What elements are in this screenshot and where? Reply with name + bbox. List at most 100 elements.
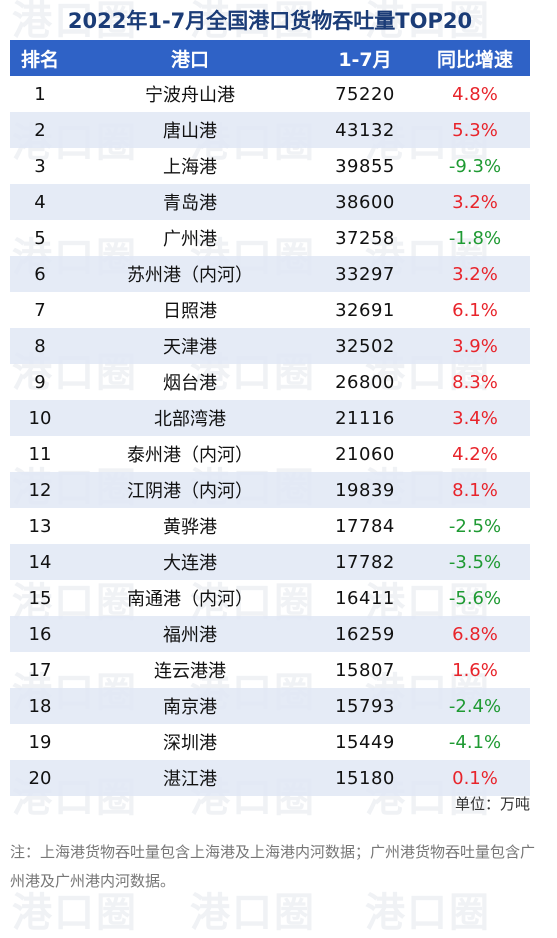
rank-cell: 16 (10, 616, 70, 652)
table-body: 1 宁波舟山港 75220 4.8% 2 唐山港 43132 5.3% 3 上海港 39855 -9.… (10, 76, 530, 796)
growth-cell: 8.3% (452, 371, 498, 393)
rank-cell: 5 (34, 227, 46, 249)
table-row: 18 南京港 15793 -2.4% (10, 688, 530, 724)
table-row: 6 苏州港（内河） 33297 3.2% (10, 256, 530, 292)
growth-cell: -5.6% (448, 587, 502, 609)
growth-cell: 6.1% (452, 299, 498, 321)
rank-cell: 1 (34, 83, 46, 105)
port-cell: 江阴港（内河） (70, 472, 310, 508)
table-row: 4 青岛港 38600 3.2% (10, 184, 530, 220)
throughput-cell: 15807 (335, 659, 395, 681)
rank-cell: 8 (10, 328, 70, 364)
throughput-cell: 21060 (335, 443, 395, 465)
rank-cell: 2 (10, 112, 70, 148)
port-cell: 湛江港 (70, 760, 310, 796)
port-cell: 北部湾港 (70, 400, 310, 436)
table-row: 3 上海港 39855 -9.3% (10, 148, 530, 184)
growth-cell: -9.3% (448, 155, 502, 177)
throughput-cell: 15449 (335, 731, 395, 753)
port-cell: 日照港 (163, 301, 217, 322)
table-row: 5 广州港 37258 -1.8% (10, 220, 530, 256)
throughput-cell: 37258 (335, 227, 395, 249)
growth-cell: 0.1% (420, 760, 530, 796)
throughput-cell: 33297 (310, 256, 420, 292)
throughput-cell: 17784 (335, 515, 395, 537)
port-cell: 黄骅港 (163, 517, 217, 538)
table-row: 2 唐山港 43132 5.3% (10, 112, 530, 148)
port-cell: 青岛港 (70, 184, 310, 220)
table-row: 9 烟台港 26800 8.3% (10, 364, 530, 400)
port-cell: 天津港 (70, 328, 310, 364)
rank-cell: 10 (10, 400, 70, 436)
port-cell: 烟台港 (163, 373, 217, 394)
rank-cell: 4 (10, 184, 70, 220)
port-cell: 南京港 (70, 688, 310, 724)
port-cell: 深圳港 (163, 733, 217, 754)
growth-cell: 3.4% (420, 400, 530, 436)
port-cell: 广州港 (163, 229, 217, 250)
growth-cell: 6.8% (420, 616, 530, 652)
throughput-cell: 38600 (310, 184, 420, 220)
header-port: 港口 (70, 40, 310, 76)
throughput-cell: 21116 (310, 400, 420, 436)
table-row: 12 江阴港（内河） 19839 8.1% (10, 472, 530, 508)
throughput-cell: 43132 (310, 112, 420, 148)
growth-cell: 1.6% (452, 659, 498, 681)
rank-cell: 13 (28, 515, 52, 537)
table-row: 1 宁波舟山港 75220 4.8% (10, 76, 530, 112)
port-cell: 上海港 (163, 157, 217, 178)
rank-cell: 15 (28, 587, 52, 609)
page-title: 2022年1-7月全国港口货物吞吐量TOP20 (67, 9, 473, 33)
growth-cell: 3.9% (420, 328, 530, 364)
rank-cell: 7 (34, 299, 46, 321)
throughput-cell: 19839 (310, 472, 420, 508)
table-row: 7 日照港 32691 6.1% (10, 292, 530, 328)
port-cell: 南通港（内河） (127, 589, 253, 610)
table-row: 10 北部湾港 21116 3.4% (10, 400, 530, 436)
growth-cell: 5.3% (420, 112, 530, 148)
growth-cell: -1.8% (448, 227, 502, 249)
header-growth: 同比增速 (420, 40, 530, 76)
table-row: 8 天津港 32502 3.9% (10, 328, 530, 364)
unit-label: 单位：万吨 (454, 795, 530, 813)
port-cell: 连云港港 (154, 661, 226, 682)
header-throughput: 1-7月 (310, 40, 420, 76)
ranking-table: 排名 港口 1-7月 同比增速 1 宁波舟山港 75220 4.8% 2 唐山港 43132… (10, 40, 530, 796)
header-rank: 排名 (10, 40, 70, 76)
rank-cell: 9 (34, 371, 46, 393)
table-row: 20 湛江港 15180 0.1% (10, 760, 530, 796)
port-cell: 宁波舟山港 (145, 85, 235, 106)
growth-cell: -2.5% (448, 515, 502, 537)
port-cell: 唐山港 (70, 112, 310, 148)
table-row: 11 泰州港（内河） 21060 4.2% (10, 436, 530, 472)
throughput-cell: 15793 (310, 688, 420, 724)
throughput-cell: 75220 (335, 83, 395, 105)
growth-cell: -3.5% (420, 544, 530, 580)
table-row: 13 黄骅港 17784 -2.5% (10, 508, 530, 544)
rank-cell: 11 (28, 443, 52, 465)
port-cell: 福州港 (70, 616, 310, 652)
growth-cell: 8.1% (420, 472, 530, 508)
rank-cell: 17 (28, 659, 52, 681)
rank-cell: 3 (34, 155, 46, 177)
table-row: 17 连云港港 15807 1.6% (10, 652, 530, 688)
growth-cell: 3.2% (420, 256, 530, 292)
rank-cell: 19 (28, 731, 52, 753)
table-row: 14 大连港 17782 -3.5% (10, 544, 530, 580)
rank-cell: 6 (10, 256, 70, 292)
throughput-cell: 16411 (335, 587, 395, 609)
table-row: 15 南通港（内河） 16411 -5.6% (10, 580, 530, 616)
throughput-cell: 15180 (310, 760, 420, 796)
table-header-row: 排名 港口 1-7月 同比增速 (10, 40, 530, 76)
throughput-cell: 16259 (310, 616, 420, 652)
growth-cell: 4.8% (452, 83, 498, 105)
growth-cell: -4.1% (448, 731, 502, 753)
port-cell: 苏州港（内河） (70, 256, 310, 292)
port-cell: 大连港 (70, 544, 310, 580)
table-row: 19 深圳港 15449 -4.1% (10, 724, 530, 760)
throughput-cell: 32502 (310, 328, 420, 364)
rank-cell: 14 (10, 544, 70, 580)
growth-cell: 3.2% (420, 184, 530, 220)
rank-cell: 18 (10, 688, 70, 724)
rank-cell: 12 (10, 472, 70, 508)
